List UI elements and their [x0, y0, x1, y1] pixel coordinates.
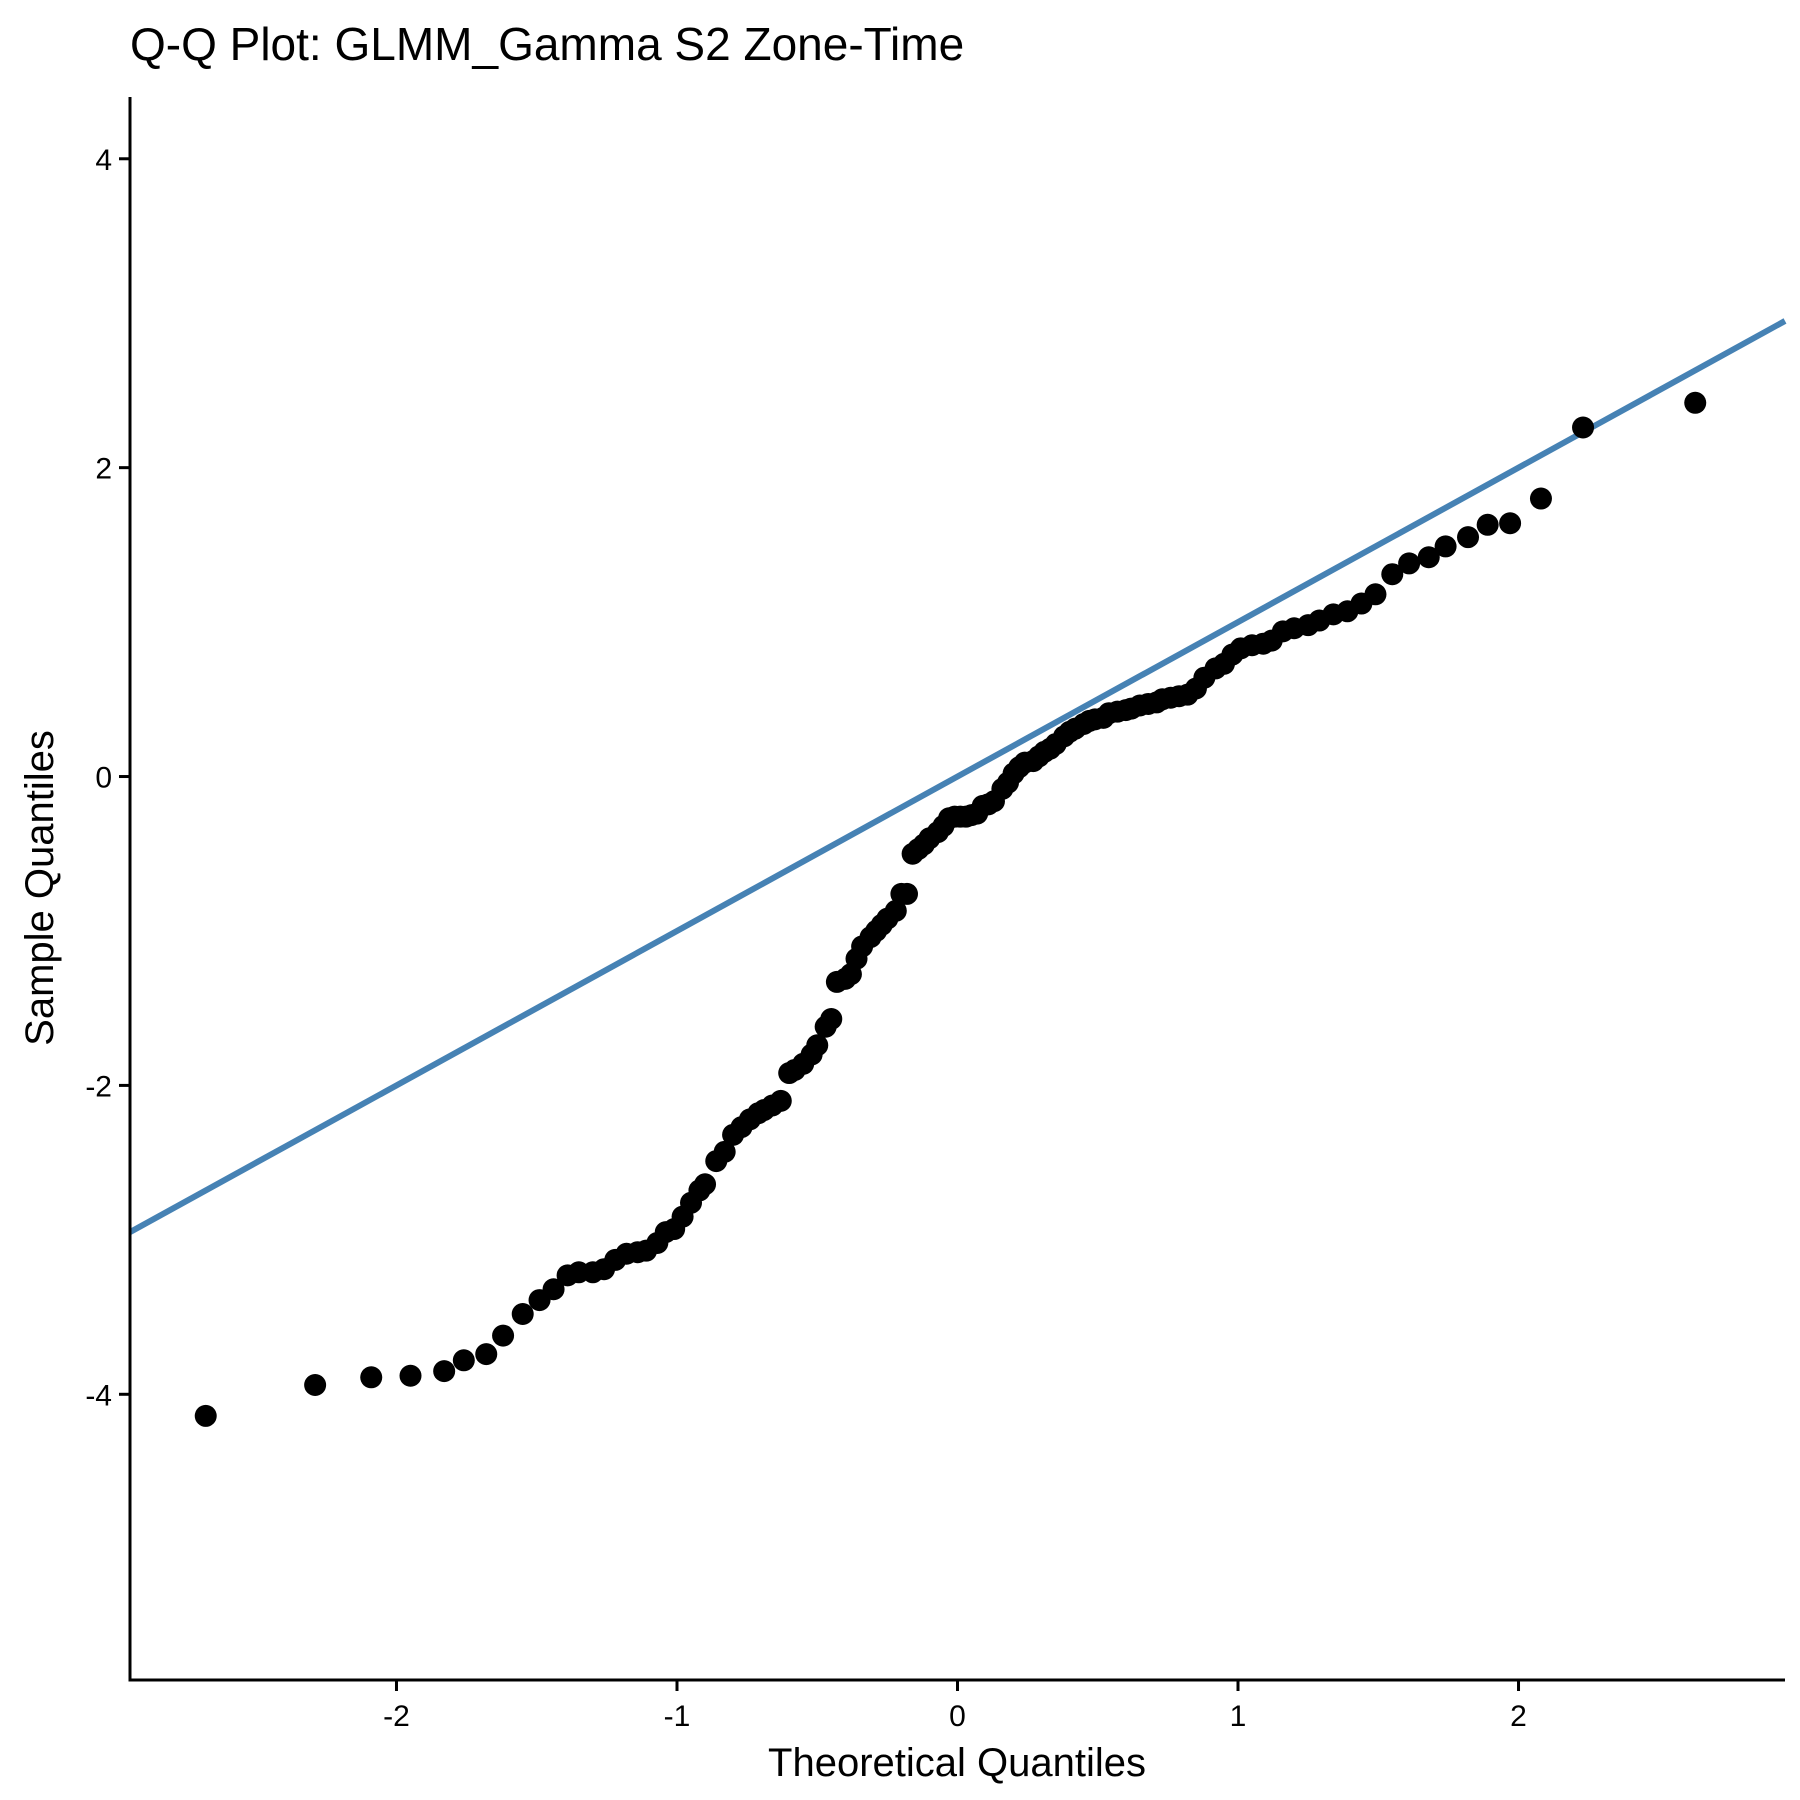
data-point	[511, 1302, 534, 1325]
data-point	[820, 1008, 843, 1031]
y-tick-label: -2	[85, 1070, 112, 1103]
points-layer	[194, 391, 1707, 1427]
data-point	[1417, 546, 1440, 569]
data-point	[1476, 513, 1499, 536]
data-point	[542, 1278, 565, 1301]
data-point	[452, 1349, 475, 1372]
data-point	[1572, 416, 1595, 439]
data-point	[1434, 535, 1457, 558]
data-point	[194, 1404, 217, 1427]
x-tick-label: -1	[664, 1700, 691, 1733]
reference-line	[128, 318, 1787, 1235]
data-point	[433, 1360, 456, 1383]
data-point	[304, 1374, 327, 1397]
chart-title: Q-Q Plot: GLMM_Gamma S2 Zone-Time	[130, 18, 964, 70]
y-tick-label: 4	[95, 144, 112, 177]
y-axis-label: Sample Quantiles	[18, 730, 62, 1046]
data-point	[896, 882, 919, 905]
data-point	[694, 1173, 717, 1196]
data-point	[1381, 563, 1404, 586]
x-ticks-layer: -2 -1 0 1 2	[383, 1680, 1527, 1733]
data-point	[1398, 552, 1421, 575]
data-point	[1684, 391, 1707, 414]
x-tick-label: 2	[1510, 1700, 1527, 1733]
data-point	[884, 899, 907, 922]
data-point	[806, 1034, 829, 1057]
data-point	[1529, 487, 1552, 510]
data-point	[713, 1140, 736, 1163]
data-point	[1364, 583, 1387, 606]
x-tick-label: -2	[383, 1700, 410, 1733]
data-point	[399, 1364, 422, 1387]
data-point	[1499, 512, 1522, 535]
y-ticks-layer: -4 -2 0 2 4	[85, 144, 130, 1412]
data-point	[492, 1324, 515, 1347]
y-tick-label: 2	[95, 453, 112, 486]
data-point	[1457, 526, 1480, 549]
x-axis-label: Theoretical Quantiles	[768, 1741, 1146, 1785]
reference-line-layer	[128, 318, 1787, 1235]
data-point	[360, 1366, 383, 1389]
x-tick-label: 0	[949, 1700, 966, 1733]
axes-layer	[128, 97, 1785, 1682]
x-tick-label: 1	[1230, 1700, 1247, 1733]
data-point	[475, 1343, 498, 1366]
data-point	[769, 1089, 792, 1112]
y-tick-label: -4	[85, 1379, 112, 1412]
y-tick-label: 0	[95, 762, 112, 795]
